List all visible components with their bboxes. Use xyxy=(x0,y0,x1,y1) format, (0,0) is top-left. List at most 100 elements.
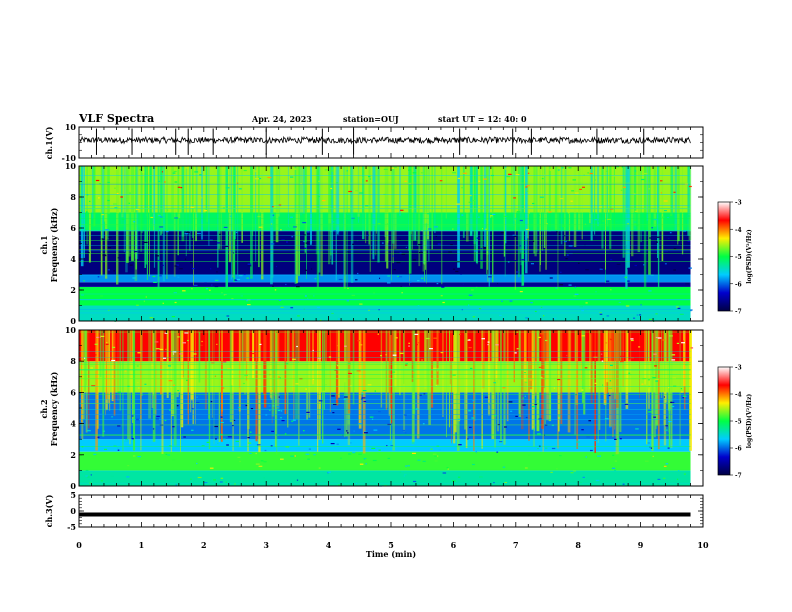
ch1-spectrogram-streak xyxy=(578,166,581,230)
ch1-spectrogram-speckle xyxy=(579,188,582,190)
ch1-spectrogram-speckle xyxy=(475,286,478,289)
ch1-spectrogram-speckle xyxy=(479,308,482,310)
ch2-spectrogram-speckle xyxy=(244,374,248,377)
ch1-spectrogram-speckle xyxy=(508,173,512,175)
ch2-spectrogram-speckle xyxy=(655,336,658,339)
ch1-spectrogram-streak xyxy=(425,166,427,270)
ch2-spectrogram-streak xyxy=(274,330,277,447)
ch1-spectrogram-speckle xyxy=(417,305,420,307)
ch1-colorbar-tick-label: -3 xyxy=(735,200,742,207)
ch1-spectrogram-ytick-label: 10 xyxy=(65,161,77,171)
ch2-spectrogram-speckle xyxy=(671,359,676,361)
ch2-spectrogram-speckle xyxy=(292,419,296,421)
ch2-spectrogram-speckle xyxy=(528,454,531,456)
ch1-spectrogram-streak xyxy=(120,166,123,225)
ch1-spectrogram-streak xyxy=(594,166,596,235)
ch2-spectrogram-speckle xyxy=(252,352,256,355)
ch1-spectrogram-speckle xyxy=(313,295,315,297)
ch1-spectrogram-speckle xyxy=(468,294,473,296)
ch2-spectrogram-speckle xyxy=(392,371,396,373)
ch2-spectrogram-speckle xyxy=(332,412,335,414)
ch1-spectrogram-streak xyxy=(554,166,558,230)
ch1-spectrogram-streak xyxy=(121,166,123,217)
ch1-spectrogram-streak xyxy=(386,166,389,269)
ch1-spectrogram-speckle xyxy=(606,240,608,242)
ch1-spectrogram-streak xyxy=(153,166,156,268)
ch2-spectrogram-speckle xyxy=(131,415,134,417)
ch2-spectrogram-speckle xyxy=(683,332,685,334)
ch1-spectrogram-streak xyxy=(134,166,138,281)
ch2-spectrogram-streak xyxy=(129,330,131,445)
ch2-spectrogram-speckle xyxy=(126,476,130,478)
ch2-spectrogram-speckle xyxy=(87,476,90,478)
ch2-spectrogram-speckle xyxy=(353,430,355,432)
ch2-spectrogram-speckle xyxy=(402,429,405,432)
ch2-spectrogram-speckle xyxy=(607,349,610,351)
ch2-spectrogram-streak xyxy=(270,330,273,400)
ch1-spectrogram-speckle xyxy=(561,167,564,169)
ch1-spectrogram-speckle xyxy=(616,266,619,268)
ch1-spectrogram-streak xyxy=(128,166,131,257)
ch2-spectrogram-streak xyxy=(451,330,452,444)
ch1-spectrogram-speckle xyxy=(322,200,326,202)
ch2-spectrogram-speckle xyxy=(249,452,252,454)
ch1-spectrogram-speckle xyxy=(605,184,609,186)
ch1-spectrogram-speckle xyxy=(291,236,294,238)
ch1-spectrogram-speckle xyxy=(564,240,567,243)
ch1-spectrogram-streak xyxy=(646,166,649,221)
ch2-spectrogram-speckle xyxy=(336,345,338,347)
ch2-spectrogram-streak xyxy=(187,330,189,413)
ch2-spectrogram-speckle xyxy=(566,354,568,357)
ch2-spectrogram-streak xyxy=(211,330,213,418)
ch1-spectrogram-speckle xyxy=(400,209,404,211)
ch2-spectrogram-streak xyxy=(380,330,383,408)
ch1-spectrogram-speckle xyxy=(627,268,630,270)
ch2-spectrogram-speckle xyxy=(265,414,268,416)
ch2-spectrogram-speckle xyxy=(247,442,252,444)
ch2-spectrogram-speckle xyxy=(493,382,496,384)
ch2-spectrogram-speckle xyxy=(570,472,574,474)
ch2-spectrogram-speckle xyxy=(105,343,109,345)
ch2-spectrogram-streak xyxy=(442,330,444,417)
ch2-spectrogram-streak xyxy=(155,330,157,416)
ch2-spectrogram-speckle xyxy=(100,335,105,337)
ch1-spectrogram-streak xyxy=(357,166,360,217)
ch2-spectrogram-streak xyxy=(418,330,420,434)
ch2-spectrogram-speckle xyxy=(416,344,418,346)
ch1-spectrogram-speckle xyxy=(225,187,230,189)
ch1-spectrogram-speckle xyxy=(492,213,496,215)
ch1-spectrogram-speckle xyxy=(418,244,422,246)
ch2-spectrogram-speckle xyxy=(177,336,180,338)
ch1-spectrogram-speckle xyxy=(543,315,545,317)
ch2-spectrogram-streak xyxy=(161,330,164,454)
ch1-spectrogram-speckle xyxy=(290,307,294,309)
ch1-spectrogram-speckle xyxy=(571,318,573,321)
ch2-spectrogram-speckle xyxy=(403,475,405,477)
ch1-spectrogram-speckle xyxy=(601,267,603,269)
ch2-spectrogram-streak xyxy=(497,330,499,383)
ch1-spectrogram-streak xyxy=(328,166,331,265)
ch2-spectrogram-speckle xyxy=(348,372,352,375)
ch1-spectrogram-speckle xyxy=(247,304,251,306)
ch1-spectrogram-speckle xyxy=(483,247,486,249)
ch1-spectrogram-speckle xyxy=(234,279,238,281)
ch2-spectrogram-speckle xyxy=(553,387,555,389)
ch2-spectrogram-speckle xyxy=(557,378,561,381)
ch2-spectrogram-speckle xyxy=(168,445,172,447)
ch1-spectrogram-speckle xyxy=(246,277,249,279)
ch1-spectrogram-speckle xyxy=(89,200,91,202)
ch1-spectrogram-streak xyxy=(476,166,478,265)
ch2-colorbar-tick-label: -4 xyxy=(735,392,742,399)
ch1-spectrogram-speckle xyxy=(357,272,359,275)
ch2-spectrogram-streak xyxy=(543,330,545,389)
ch2-spectrogram-speckle xyxy=(136,365,139,367)
ch1-spectrogram-speckle xyxy=(441,286,445,288)
ch2-spectrogram-streak xyxy=(263,330,267,408)
ch1-waveform-ytick-label: -10 xyxy=(62,153,77,163)
ch1-spectrogram-speckle xyxy=(387,282,391,284)
ch1-spectrogram-streak xyxy=(375,166,377,256)
ch1-spectrogram-speckle xyxy=(574,286,576,288)
ch1-spectrogram-streak xyxy=(418,166,421,267)
ch1-spectrogram-speckle xyxy=(177,276,180,278)
ch2-spectrogram-streak xyxy=(619,330,622,432)
